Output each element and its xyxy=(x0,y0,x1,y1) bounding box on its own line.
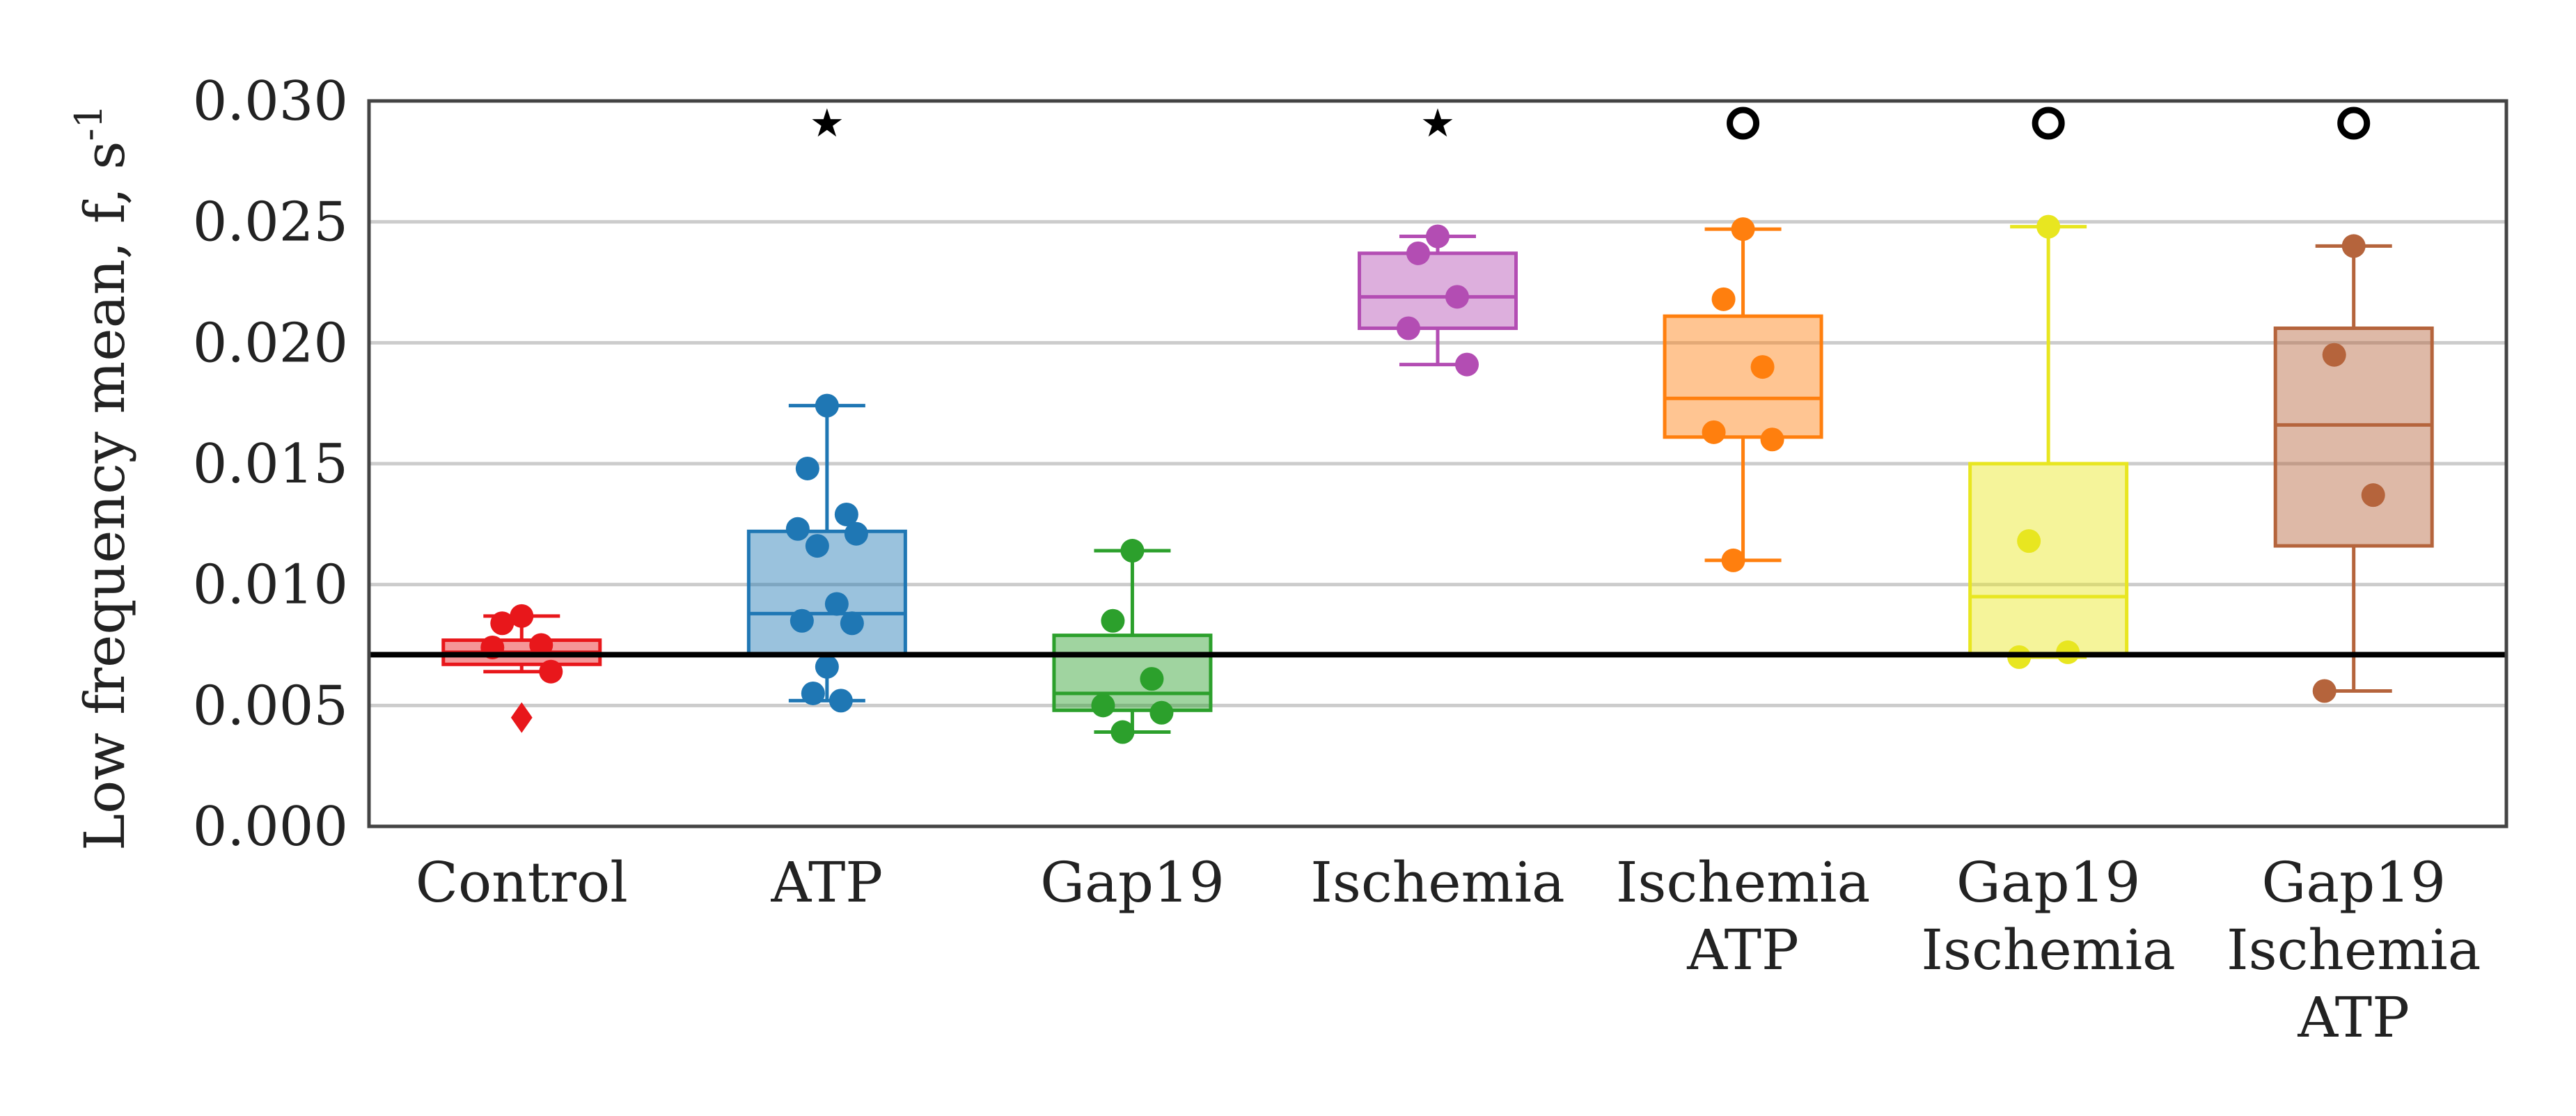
data-point xyxy=(815,393,839,418)
significance-circle-marker xyxy=(2337,107,2371,140)
x-category-label: Gap19 xyxy=(1956,850,2141,915)
data-point xyxy=(1750,355,1775,379)
data-points xyxy=(480,214,2385,744)
data-point xyxy=(1397,316,1420,340)
y-tick-label: 0.010 xyxy=(193,554,348,617)
data-point xyxy=(539,659,563,684)
box-gap19 xyxy=(1052,549,1213,734)
significance-star-marker: ★ xyxy=(1420,101,1455,146)
box-gap19-ischemia-atp xyxy=(2273,244,2434,693)
box-iqr xyxy=(1052,634,1213,712)
data-point xyxy=(1426,224,1450,249)
data-point xyxy=(805,534,829,558)
data-point xyxy=(1721,548,1745,572)
significance-circle-marker xyxy=(2032,107,2065,140)
y-axis-label-superscript: -1 xyxy=(67,104,111,141)
x-category-label: ATP xyxy=(1686,918,1799,982)
points-control xyxy=(480,604,563,733)
y-tick-label: 0.015 xyxy=(193,433,348,496)
significance-markers: ★ ★ xyxy=(810,101,2371,146)
data-point xyxy=(1140,667,1164,691)
box-gap19-ischemia xyxy=(1968,225,2129,659)
data-point xyxy=(529,633,553,657)
data-point xyxy=(801,681,825,705)
data-point xyxy=(1760,427,1784,452)
data-point xyxy=(844,521,868,546)
data-point xyxy=(1702,420,1726,444)
data-point xyxy=(1406,241,1430,265)
data-point xyxy=(840,611,864,636)
data-point xyxy=(2312,679,2337,703)
y-axis-title: Low frequency mean, f, s-1 xyxy=(67,104,137,851)
data-point xyxy=(1455,352,1479,377)
x-axis-labels: Control ATP Gap19 Ischemia IschemiaATPGap19I… xyxy=(416,850,2481,1050)
data-point xyxy=(1731,217,1755,242)
data-point xyxy=(795,456,819,480)
data-point xyxy=(2322,343,2346,367)
points-gap19-ischemia xyxy=(2007,214,2080,669)
data-point xyxy=(1101,608,1125,633)
data-point xyxy=(2017,529,2041,553)
data-point xyxy=(834,502,858,526)
y-tick-label: 0.000 xyxy=(193,796,348,858)
data-point xyxy=(1091,693,1115,718)
y-axis-label: Low frequency mean, f, s-1 xyxy=(67,104,137,851)
outlier-point xyxy=(510,702,533,733)
box-iqr xyxy=(2273,326,2434,548)
plot-frame xyxy=(367,99,2508,828)
significance-circle-marker xyxy=(1727,107,1760,140)
x-category-label: Gap19 xyxy=(1040,850,1225,915)
data-point xyxy=(1110,720,1135,744)
y-tick-label: 0.025 xyxy=(193,191,348,254)
y-axis-ticks: 0.000 0.005 0.010 0.015 0.020 0.025 0.030 xyxy=(193,70,348,858)
data-point xyxy=(815,654,839,679)
data-point xyxy=(1711,287,1736,311)
box-iqr xyxy=(1663,314,1823,439)
data-point xyxy=(828,689,853,713)
x-category-label: ATP xyxy=(2297,985,2410,1050)
y-tick-label: 0.030 xyxy=(193,70,348,133)
y-tick-label: 0.005 xyxy=(193,675,348,737)
data-point xyxy=(790,608,814,633)
significance-star-marker: ★ xyxy=(810,101,845,146)
points-gap19 xyxy=(1091,539,1174,744)
data-point xyxy=(1120,539,1145,563)
points-atp xyxy=(785,393,868,713)
data-point xyxy=(490,611,515,636)
y-axis-label-main: Low frequency mean, f, s xyxy=(72,141,137,851)
box-iqr xyxy=(1968,462,2129,657)
data-point xyxy=(2341,234,2366,258)
x-category-label: Gap19 xyxy=(2261,850,2446,915)
y-tick-label: 0.020 xyxy=(193,312,348,375)
box-iqr xyxy=(1358,251,1518,330)
data-point xyxy=(824,592,849,616)
x-category-label: Ischemia xyxy=(1310,850,1564,915)
data-point xyxy=(2036,214,2061,239)
data-point xyxy=(1149,700,1174,725)
data-point xyxy=(785,517,810,541)
points-ischemia xyxy=(1397,224,1479,377)
x-category-label: Ischemia xyxy=(1921,918,2175,982)
x-category-label: ATP xyxy=(771,850,883,915)
data-point xyxy=(1445,285,1469,309)
points-gap19-ischemia-atp xyxy=(2312,234,2385,703)
points-ischemia-atp xyxy=(1702,217,1784,572)
data-point xyxy=(510,604,534,628)
x-category-label: Ischemia xyxy=(1616,850,1870,915)
data-point xyxy=(2361,483,2385,508)
x-category-label: Control xyxy=(416,850,628,915)
x-category-label: Ischemia xyxy=(2226,918,2481,982)
